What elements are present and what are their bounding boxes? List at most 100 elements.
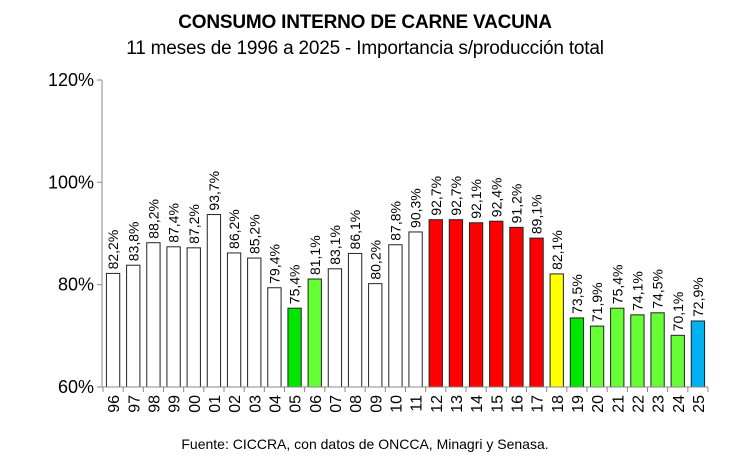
bar-value-label: 86,1% [347, 210, 363, 250]
bar [468, 222, 484, 388]
bar [146, 242, 161, 388]
bar [247, 257, 262, 388]
bar-value-label: 82,1% [549, 230, 565, 270]
y-axis: 60% 80% 100% 120% [48, 70, 103, 397]
bar-value-label: 90,3% [408, 188, 424, 228]
x-tick-label: 17 [530, 395, 547, 413]
bar-value-label: 70,1% [670, 292, 686, 332]
bar-value-label: 87,2% [186, 204, 202, 244]
x-tick-label: 16 [509, 395, 526, 413]
x-tick-label: 11 [409, 395, 426, 412]
x-tick-label: 24 [671, 395, 688, 413]
bar [569, 317, 585, 388]
bar [509, 226, 524, 388]
x-tick-label: 25 [691, 395, 708, 413]
bar [408, 231, 423, 388]
bars: 82,2% 83,8%88,2% 87,4% 87,2%93,7%86,2% 85,2%… [105, 171, 706, 388]
bar-value-label: 92,7% [428, 176, 444, 216]
bar [428, 219, 443, 388]
bar [549, 273, 564, 388]
x-tick-label: 00 [187, 395, 204, 413]
bar [670, 334, 685, 388]
bar [186, 247, 201, 388]
x-tick-label: 14 [469, 395, 486, 413]
x-axis: 96 97 98 99 00 01 02 03 04 05 06 07 08 09 10 11 12 13 14 15… [102, 386, 709, 413]
bar-value-label: 79,4% [266, 244, 282, 284]
x-tick-label: 20 [590, 395, 607, 413]
bar [287, 307, 302, 388]
bar-value-label: 87,8% [387, 201, 403, 241]
bar-value-label: 85,2% [246, 214, 262, 254]
bar [610, 307, 625, 388]
x-tick-label: 09 [368, 395, 385, 413]
bar-value-label: 81,1% [307, 235, 323, 275]
bar-value-label: 74,1% [629, 271, 645, 311]
bar [388, 244, 403, 388]
bar [226, 252, 242, 388]
x-tick-label: 13 [449, 395, 466, 413]
x-tick-label: 02 [227, 395, 244, 413]
x-tick-label: 06 [308, 395, 325, 413]
x-tick-label: 03 [247, 395, 264, 413]
bar-value-label: 71,9% [589, 282, 605, 322]
bar-value-label: 93,7% [206, 171, 222, 211]
bar-value-label: 74,5% [650, 269, 666, 309]
x-tick-label: 23 [651, 395, 668, 413]
x-tick-label: 19 [570, 395, 587, 413]
bar [307, 278, 322, 388]
bar [327, 268, 343, 388]
x-tick-label: 21 [610, 395, 627, 413]
x-tick-label: 97 [126, 395, 143, 413]
chart-subtitle: 11 meses de 1996 a 2025 - Importancia s/… [126, 38, 604, 59]
bar [206, 214, 222, 388]
bar-value-label: 73,5% [569, 274, 585, 314]
bar [347, 252, 363, 388]
y-tick-label: 100% [48, 172, 94, 192]
bar [368, 283, 383, 388]
bar [630, 314, 645, 388]
bar [690, 320, 706, 388]
bar-value-label: 82,2% [105, 230, 121, 270]
bar-value-label: 87,4% [166, 203, 182, 243]
x-tick-label: 98 [146, 395, 163, 413]
x-tick-label: 10 [388, 395, 405, 413]
x-tick-label: 04 [267, 395, 284, 413]
bar-value-label: 80,2% [367, 240, 383, 280]
source-note: Fuente: CICCRA, con datos de ONCCA, Mina… [181, 436, 549, 452]
y-tick-label: 80% [58, 275, 94, 295]
x-tick-label: 08 [348, 395, 365, 413]
x-tick-label: 99 [167, 395, 184, 413]
bar [267, 287, 282, 388]
bar-value-label: 83,1% [327, 225, 343, 265]
y-tick-label: 120% [48, 70, 94, 90]
x-tick-label: 96 [106, 395, 123, 413]
bar-value-label: 88,2% [145, 199, 161, 239]
bar-value-label: 89,1% [529, 194, 545, 234]
x-tick-label: 18 [550, 395, 567, 413]
bar-value-label: 92,7% [448, 176, 464, 216]
bar [650, 312, 665, 388]
bar-value-label: 72,9% [690, 277, 706, 317]
bar [589, 325, 605, 388]
x-tick-label: 07 [328, 395, 345, 413]
bar-value-label: 75,4% [287, 265, 303, 305]
bar [529, 237, 544, 388]
bar [126, 264, 141, 388]
bar [489, 220, 504, 388]
bar [448, 219, 464, 388]
bar-value-label: 83,8% [125, 222, 141, 262]
bar-value-label: 92,1% [468, 179, 484, 219]
x-tick-label: 12 [429, 395, 446, 413]
chart-title: CONSUMO INTERNO DE CARNE VACUNA [178, 12, 552, 33]
bar-value-label: 92,4% [488, 178, 504, 218]
bar-value-label: 75,4% [609, 265, 625, 305]
x-tick-label: 05 [288, 395, 305, 413]
x-tick-label: 22 [630, 395, 647, 413]
bar [105, 272, 121, 388]
bar [166, 246, 181, 388]
x-tick-label: 01 [207, 395, 224, 413]
x-tick-label: 15 [489, 395, 506, 413]
y-tick-label: 60% [58, 377, 94, 397]
bar-value-label: 86,2% [226, 209, 242, 249]
bar-value-label: 91,2% [508, 184, 524, 224]
